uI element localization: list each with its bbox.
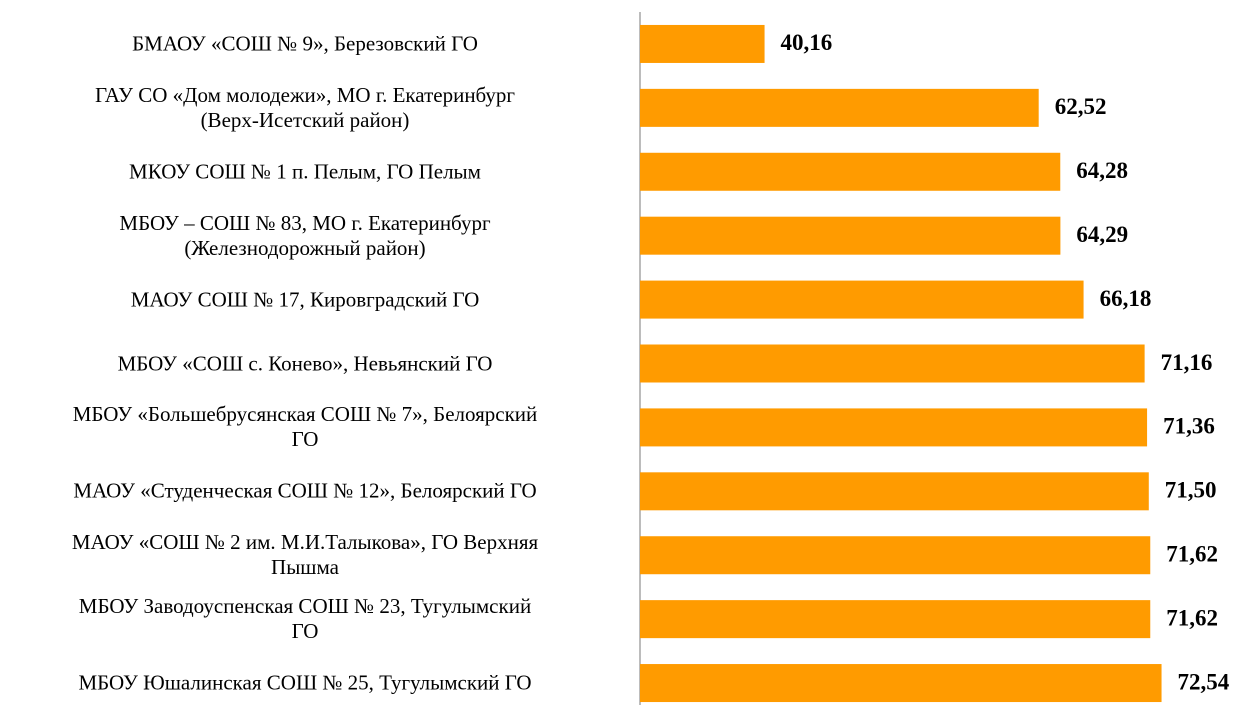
category-label: ГАУ СО «Дом молодежи», МО г. Екатеринбур… (94, 82, 516, 132)
category-label: МКОУ СОШ № 1 п. Пелым, ГО Пелым (129, 159, 481, 184)
bar (640, 216, 1061, 255)
bar (640, 152, 1061, 191)
category-label: МБОУ «СОШ с. Конево», Невьянский ГО (117, 351, 493, 375)
category-label: МБОУ «Большебрусянская СОШ № 7», Белоярс… (72, 402, 538, 452)
bar (640, 408, 1148, 447)
category-label: МБОУ Заводоуспенская СОШ № 23, Тугулымск… (78, 594, 532, 644)
value-label: 64,28 (1076, 158, 1128, 183)
value-label: 71,36 (1163, 414, 1215, 439)
bar (640, 344, 1145, 383)
bar (640, 88, 1039, 127)
bar (640, 536, 1151, 575)
category-label: МАОУ «СОШ № 2 им. М.И.Талыкова», ГО Верх… (71, 530, 539, 580)
bar (640, 600, 1151, 639)
bar (640, 280, 1084, 319)
category-label: МБОУ Юшалинская СОШ № 25, Тугулымский ГО (78, 670, 532, 695)
value-label: 40,16 (781, 30, 833, 55)
bar (640, 664, 1162, 703)
bar (640, 472, 1149, 511)
value-label: 71,62 (1166, 542, 1218, 567)
value-label: 64,29 (1076, 222, 1128, 247)
value-label: 71,16 (1161, 350, 1213, 375)
value-label: 62,52 (1055, 94, 1107, 119)
category-label: БМАОУ «СОШ № 9», Березовский ГО (132, 31, 478, 56)
value-label: 71,62 (1166, 605, 1218, 630)
category-label: МАОУ «Студенческая СОШ № 12», Белоярский… (73, 478, 537, 503)
value-label: 71,50 (1165, 478, 1217, 503)
bar (640, 24, 765, 63)
value-label: 72,54 (1178, 669, 1230, 694)
value-label: 66,18 (1100, 286, 1152, 311)
category-label: МБОУ – СОШ № 83, МО г. Екатеринбург (Жел… (119, 210, 491, 260)
category-label: МАОУ СОШ № 17, Кировградский ГО (130, 287, 480, 312)
